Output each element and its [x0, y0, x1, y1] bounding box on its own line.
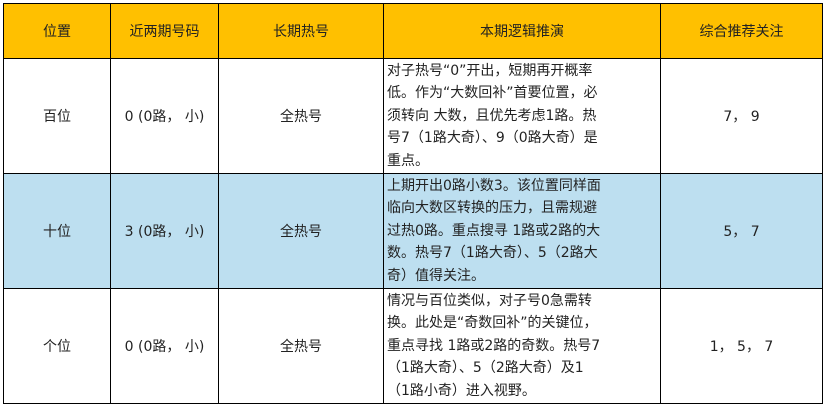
- cell-position: 百位: [3, 58, 111, 174]
- analysis-table: 位置 近两期号码 长期热号 本期逻辑推演 综合推荐关注 百位 0 (0路， 小)…: [3, 3, 823, 404]
- header-hot: 长期热号: [218, 3, 384, 59]
- header-position: 位置: [3, 3, 111, 59]
- logic-line: 对子热号“0”开出，短期再开概率: [387, 62, 593, 79]
- header-logic: 本期逻辑推演: [383, 3, 661, 59]
- logic-line: 数。热号7（1路大奇）、5（2路大: [387, 245, 598, 262]
- logic-line: 临向大数区转换的压力，且需规避: [387, 200, 597, 217]
- logic-line: 情况与百位类似，对子号0急需转: [387, 292, 592, 309]
- logic-line: 须转向 大数，且优先考虑1路。热: [387, 107, 597, 124]
- cell-logic: 情况与百位类似，对子号0急需转 换。此处是“奇数回补”的关键位， 重点寻找 1路或2…: [383, 288, 661, 404]
- header-recent: 近两期号码: [110, 3, 219, 59]
- table-row: 百位 0 (0路， 小) 全热号 对子热号“0”开出，短期再开概率 低。作为“大数…: [3, 58, 823, 174]
- cell-position: 十位: [3, 173, 111, 289]
- cell-hot: 全热号: [218, 288, 384, 404]
- cell-recent: 0 (0路， 小): [110, 288, 219, 404]
- logic-line: （1路小奇）进入视野。: [387, 382, 536, 399]
- cell-recent: 3 (0路， 小): [110, 173, 219, 289]
- logic-line: 上期开出0路小数3。该位置同样面: [387, 177, 601, 194]
- header-recommend: 综合推荐关注: [660, 3, 823, 59]
- cell-recommend: 1， 5， 7: [660, 288, 823, 404]
- logic-line: 低。作为“大数回补”首要位置，必: [387, 85, 598, 102]
- logic-line: 换。此处是“奇数回补”的关键位，: [387, 315, 598, 332]
- logic-line: （1路大奇）、5（2路大奇）及1: [387, 360, 584, 377]
- logic-line: 重点。: [387, 152, 429, 169]
- logic-line: 过热0路。重点搜寻 1路或2路的大: [387, 222, 601, 239]
- logic-line: 号7（1路大奇）、9（0路大奇）是: [387, 130, 598, 147]
- header-row: 位置 近两期号码 长期热号 本期逻辑推演 综合推荐关注: [3, 3, 823, 59]
- table-row: 十位 3 (0路， 小) 全热号 上期开出0路小数3。该位置同样面 临向大数区转换…: [3, 173, 823, 289]
- cell-recommend: 7， 9: [660, 58, 823, 174]
- cell-position: 个位: [3, 288, 111, 404]
- cell-hot: 全热号: [218, 173, 384, 289]
- logic-line: 奇）值得关注。: [387, 267, 485, 284]
- cell-recommend: 5， 7: [660, 173, 823, 289]
- logic-line: 重点寻找 1路或2路的奇数。热号7: [387, 337, 601, 354]
- cell-hot: 全热号: [218, 58, 384, 174]
- cell-logic: 对子热号“0”开出，短期再开概率 低。作为“大数回补”首要位置，必 须转向 大数，且…: [383, 58, 661, 174]
- cell-logic: 上期开出0路小数3。该位置同样面 临向大数区转换的压力，且需规避 过热0路。重点搜寻…: [383, 173, 661, 289]
- cell-recent: 0 (0路， 小): [110, 58, 219, 174]
- table-row: 个位 0 (0路， 小) 全热号 情况与百位类似，对子号0急需转 换。此处是“奇数…: [3, 288, 823, 404]
